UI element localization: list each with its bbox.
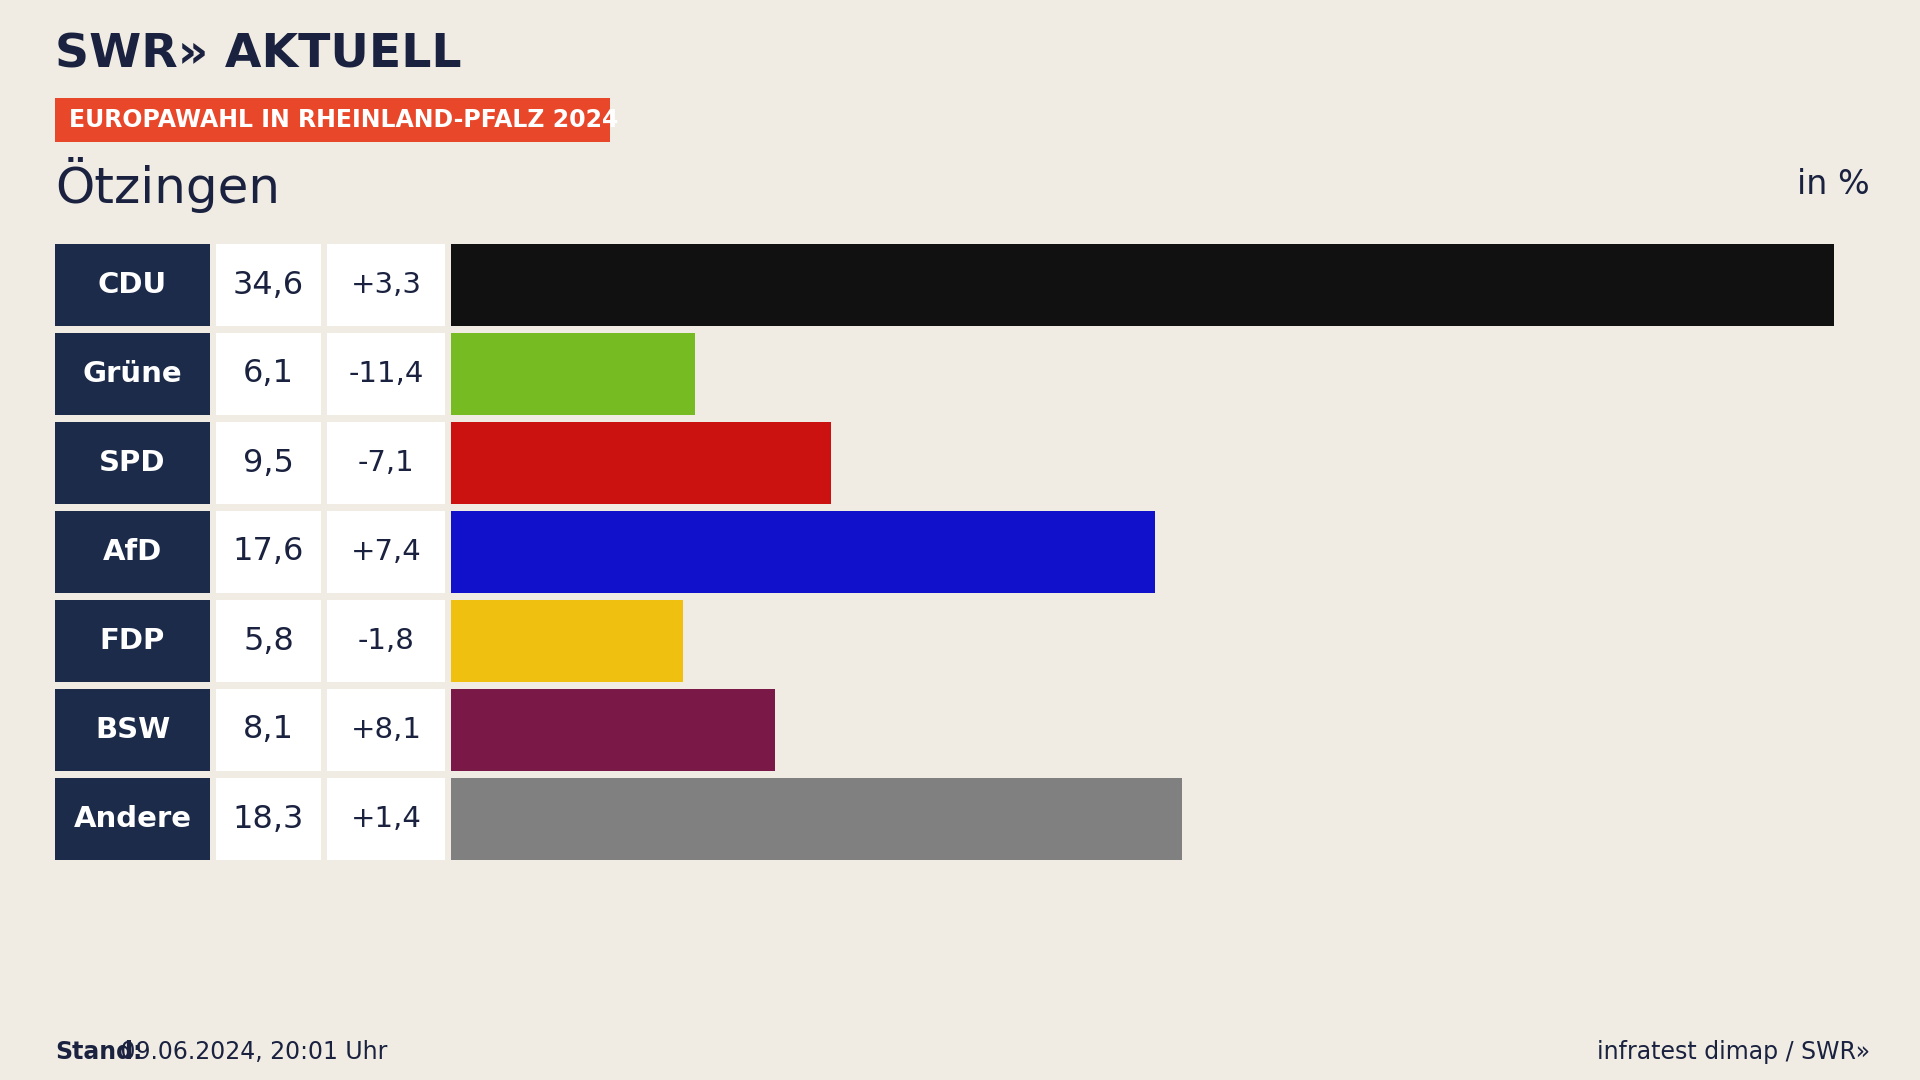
FancyBboxPatch shape	[451, 600, 684, 681]
Text: 18,3: 18,3	[232, 804, 303, 835]
Text: -11,4: -11,4	[348, 360, 424, 388]
FancyBboxPatch shape	[451, 333, 695, 415]
Text: Stand:: Stand:	[56, 1040, 142, 1064]
FancyBboxPatch shape	[326, 689, 445, 771]
Text: AfD: AfD	[104, 538, 161, 566]
Text: SWR» AKTUELL: SWR» AKTUELL	[56, 32, 461, 78]
Text: 34,6: 34,6	[232, 270, 303, 300]
FancyBboxPatch shape	[215, 244, 321, 326]
FancyBboxPatch shape	[326, 422, 445, 504]
Text: +8,1: +8,1	[351, 716, 422, 744]
FancyBboxPatch shape	[451, 244, 1834, 326]
Text: SPD: SPD	[100, 449, 165, 477]
Text: BSW: BSW	[94, 716, 171, 744]
FancyBboxPatch shape	[215, 778, 321, 860]
FancyBboxPatch shape	[326, 244, 445, 326]
Text: CDU: CDU	[98, 271, 167, 299]
FancyBboxPatch shape	[451, 689, 776, 771]
FancyBboxPatch shape	[215, 600, 321, 681]
Text: Ötzingen: Ötzingen	[56, 157, 280, 213]
Text: Grüne: Grüne	[83, 360, 182, 388]
Text: 17,6: 17,6	[232, 537, 303, 567]
Text: 5,8: 5,8	[244, 625, 294, 657]
FancyBboxPatch shape	[215, 689, 321, 771]
FancyBboxPatch shape	[56, 422, 209, 504]
FancyBboxPatch shape	[56, 98, 611, 141]
Text: infratest dimap / SWR»: infratest dimap / SWR»	[1597, 1040, 1870, 1064]
FancyBboxPatch shape	[326, 333, 445, 415]
FancyBboxPatch shape	[215, 511, 321, 593]
FancyBboxPatch shape	[326, 511, 445, 593]
Text: +3,3: +3,3	[351, 271, 422, 299]
FancyBboxPatch shape	[326, 778, 445, 860]
Text: -7,1: -7,1	[357, 449, 415, 477]
FancyBboxPatch shape	[56, 600, 209, 681]
FancyBboxPatch shape	[56, 778, 209, 860]
Text: 9,5: 9,5	[244, 447, 294, 478]
Text: 8,1: 8,1	[244, 715, 294, 745]
Text: 09.06.2024, 20:01 Uhr: 09.06.2024, 20:01 Uhr	[113, 1040, 388, 1064]
FancyBboxPatch shape	[56, 511, 209, 593]
FancyBboxPatch shape	[215, 333, 321, 415]
FancyBboxPatch shape	[451, 778, 1183, 860]
FancyBboxPatch shape	[56, 333, 209, 415]
Text: Andere: Andere	[73, 805, 192, 833]
FancyBboxPatch shape	[451, 422, 831, 504]
Text: +1,4: +1,4	[351, 805, 420, 833]
Text: in %: in %	[1797, 168, 1870, 202]
Text: 6,1: 6,1	[244, 359, 294, 390]
Text: +7,4: +7,4	[351, 538, 420, 566]
Text: EUROPAWAHL IN RHEINLAND-PFALZ 2024: EUROPAWAHL IN RHEINLAND-PFALZ 2024	[69, 108, 618, 132]
FancyBboxPatch shape	[326, 600, 445, 681]
FancyBboxPatch shape	[451, 511, 1154, 593]
FancyBboxPatch shape	[215, 422, 321, 504]
FancyBboxPatch shape	[56, 689, 209, 771]
Text: -1,8: -1,8	[357, 627, 415, 654]
Text: FDP: FDP	[100, 627, 165, 654]
FancyBboxPatch shape	[56, 244, 209, 326]
